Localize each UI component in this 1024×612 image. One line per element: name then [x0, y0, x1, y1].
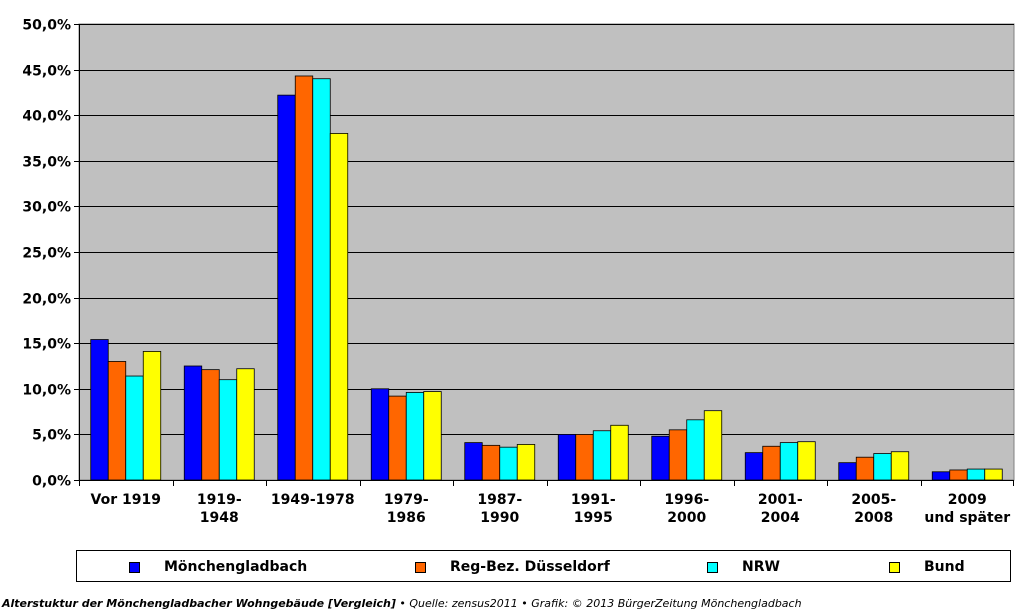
footer-source: • Quelle: zensus2011 • Grafik: © 2013 Bü… — [395, 597, 802, 610]
x-tick-label: 1979- 1986 — [384, 492, 429, 526]
legend: Mönchengladbach Reg-Bez. Düsseldorf NRW … — [76, 550, 1011, 582]
x-tick-label: 2005- 2008 — [851, 492, 896, 526]
y-tick-label: 30,0% — [22, 200, 71, 216]
bar — [405, 392, 425, 481]
bar — [183, 365, 203, 481]
legend-label-moenchengladbach: Mönchengladbach — [164, 559, 308, 575]
bar — [703, 410, 723, 481]
bar — [762, 445, 781, 481]
x-tick-label: 1996- 2000 — [664, 492, 709, 526]
x-tick-label-line: 2001- — [758, 492, 803, 508]
bar — [984, 468, 1003, 481]
bar — [838, 462, 857, 481]
x-tick-label: 2009 und später — [924, 492, 1010, 526]
x-tick-label-line: und später — [924, 510, 1010, 526]
x-tick-label-line: 1949-1978 — [271, 492, 355, 508]
x-tick-label: 1949-1978 — [271, 492, 355, 508]
bar — [610, 424, 629, 481]
bar — [388, 395, 407, 481]
bar — [779, 442, 799, 481]
legend-label-nrw: NRW — [742, 559, 780, 575]
bar — [575, 433, 594, 481]
x-tick-label: 1987- 1990 — [477, 492, 522, 526]
bar — [557, 433, 577, 481]
bar — [516, 444, 536, 481]
x-tick-label-line: 2008 — [854, 510, 893, 526]
bar — [931, 471, 951, 481]
bar — [294, 75, 314, 481]
x-tick-label: Vor 1919 — [91, 492, 161, 508]
y-tick-label: 25,0% — [22, 246, 71, 262]
bar — [90, 339, 109, 481]
bar — [668, 429, 688, 481]
bar — [499, 446, 518, 481]
legend-label-reg-bez: Reg-Bez. Düsseldorf — [450, 559, 610, 575]
x-tick-label-line: 2005- — [851, 492, 896, 508]
legend-item-reg-bez: Reg-Bez. Düsseldorf — [415, 559, 610, 575]
x-tick-label-line: 1979- — [384, 492, 429, 508]
bar — [686, 419, 705, 481]
legend-label-bund: Bund — [924, 559, 965, 575]
bar — [744, 452, 764, 481]
y-tick-label: 40,0% — [22, 109, 71, 125]
x-tick-label-line: 1995 — [574, 510, 613, 526]
x-tick-label-line: 2009 — [948, 492, 987, 508]
x-tick-label-line: 1948 — [200, 510, 239, 526]
bar — [873, 453, 892, 481]
legend-swatch-reg-bez — [415, 561, 426, 573]
bar — [236, 368, 255, 481]
bar — [142, 351, 162, 481]
bar — [370, 388, 390, 481]
bar — [890, 451, 910, 481]
legend-item-nrw: NRW — [707, 559, 780, 575]
legend-swatch-bund — [889, 561, 900, 573]
x-tick-label: 2001- 2004 — [758, 492, 803, 526]
x-tick-label-line: Vor 1919 — [91, 492, 161, 508]
bar — [481, 444, 501, 481]
bar — [201, 369, 220, 481]
bar — [949, 469, 968, 481]
bar — [797, 441, 816, 481]
x-tick-label-line: 1991- — [571, 492, 616, 508]
x-tick-label-line: 1987- — [477, 492, 522, 508]
y-tick-label: 10,0% — [22, 383, 71, 399]
y-tick-label: 45,0% — [22, 64, 71, 80]
legend-item-bund: Bund — [889, 559, 965, 575]
y-tick-label: 5,0% — [32, 428, 71, 444]
bar — [312, 78, 331, 481]
x-tick-label-line: 1986 — [387, 510, 426, 526]
x-tick-label-line: 1996- — [664, 492, 709, 508]
x-tick-label-line: 1990 — [480, 510, 519, 526]
bar — [329, 133, 349, 481]
y-tick-label: 15,0% — [22, 337, 71, 353]
legend-swatch-nrw — [707, 561, 718, 573]
y-tick-label: 20,0% — [22, 292, 71, 308]
x-tick-label: 1991- 1995 — [571, 492, 616, 526]
x-tick-label-line: 2004 — [761, 510, 800, 526]
bar — [218, 379, 238, 481]
bar — [855, 456, 875, 481]
x-tick-label-line: 2000 — [667, 510, 706, 526]
bar — [107, 361, 127, 481]
legend-swatch-moenchengladbach — [129, 561, 140, 573]
footer-title: Alterstuktur der Mönchengladbacher Wohng… — [2, 597, 396, 610]
bar — [592, 430, 612, 481]
bar — [464, 442, 483, 481]
bar — [125, 375, 144, 481]
legend-item-moenchengladbach: Mönchengladbach — [129, 559, 307, 575]
y-tick-label: 50,0% — [22, 18, 71, 34]
bar — [651, 435, 670, 481]
y-tick-label: 35,0% — [22, 155, 71, 171]
bar — [423, 391, 442, 481]
x-tick-label: 1919- 1948 — [197, 492, 242, 526]
x-tick-label-line: 1919- — [197, 492, 242, 508]
footer-caption: Alterstuktur der Mönchengladbacher Wohng… — [2, 597, 802, 610]
y-tick-label: 0,0% — [32, 474, 71, 490]
bar — [277, 94, 296, 481]
bar — [966, 468, 986, 481]
